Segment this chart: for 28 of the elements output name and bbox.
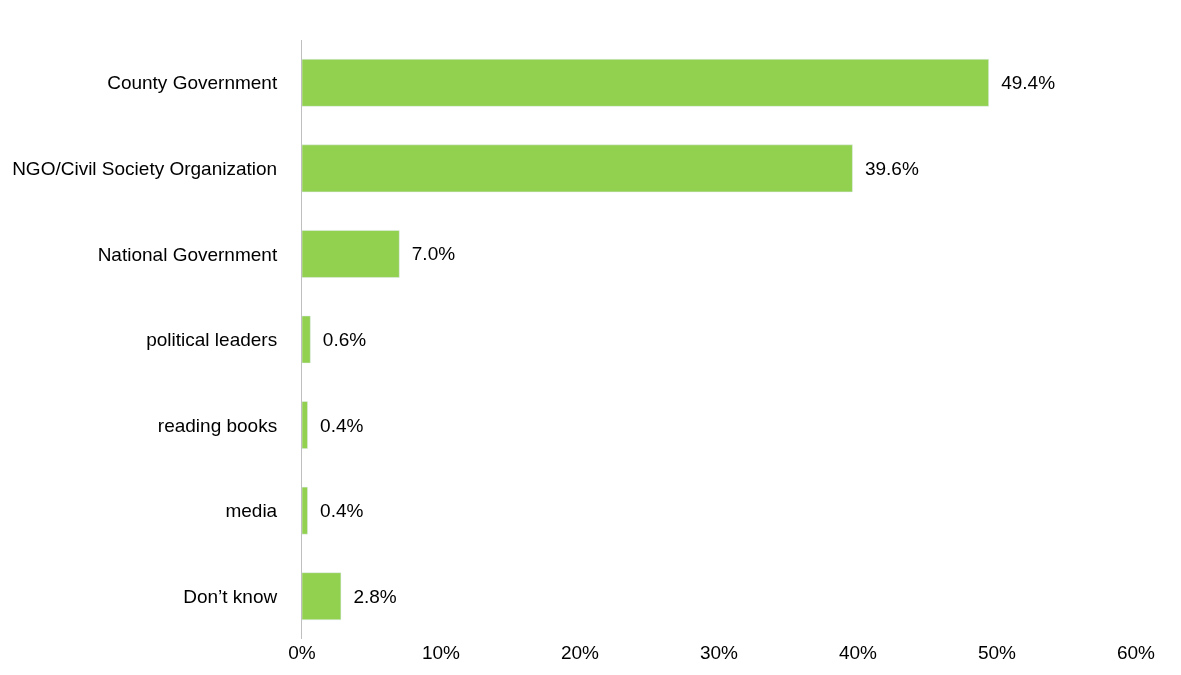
bar — [302, 144, 853, 193]
x-tick-label: 0% — [288, 642, 316, 663]
x-tick-label: 50% — [977, 642, 1017, 663]
bar — [302, 59, 989, 107]
y-tick-label: County Government — [107, 72, 278, 94]
data-label: 2.8% — [343, 585, 397, 607]
bar — [302, 401, 308, 449]
data-label: 0.4% — [310, 414, 364, 436]
data-label: 49.4% — [991, 72, 1056, 94]
x-tick-label: 60% — [1116, 642, 1156, 663]
bar — [302, 486, 308, 535]
y-tick-label: media — [225, 500, 278, 522]
x-tick-label: 20% — [560, 642, 600, 663]
bar — [302, 230, 400, 278]
y-tick-label: National Government — [97, 243, 278, 265]
y-tick-label: Don’t know — [183, 585, 278, 607]
data-label: 0.6% — [313, 329, 367, 350]
y-tick-label: political leaders — [146, 329, 278, 351]
bar — [302, 315, 311, 364]
data-label: 7.0% — [402, 243, 456, 265]
y-tick-label: NGO/Civil Society Organization — [12, 158, 278, 180]
bar — [302, 572, 342, 620]
x-tick-label: 10% — [421, 642, 461, 663]
data-label: 0.4% — [310, 500, 364, 522]
y-tick-label: reading books — [157, 414, 278, 436]
x-tick-label: 40% — [838, 642, 878, 663]
x-tick-label: 30% — [699, 642, 739, 663]
data-label: 39.6% — [855, 157, 919, 179]
